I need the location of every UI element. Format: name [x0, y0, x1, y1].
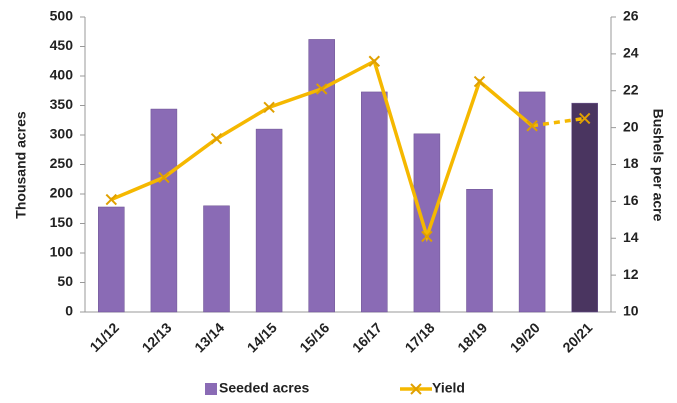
marker — [263, 101, 275, 114]
y-tick-label: 300 — [50, 126, 74, 142]
x-tick-label: 17/18 — [402, 319, 438, 355]
x-tick-label: 16/17 — [349, 319, 385, 355]
marker — [473, 75, 486, 88]
bar — [255, 128, 283, 313]
marker — [578, 112, 591, 125]
y2-tick-label: 14 — [623, 229, 639, 245]
marker — [158, 171, 170, 184]
y-axis-label: Thousand acres — [13, 111, 29, 219]
x-tick-label: 20/21 — [559, 319, 595, 355]
y2-tick-label: 22 — [623, 81, 639, 97]
legend-swatch — [205, 383, 217, 395]
x-tick-label: 12/13 — [139, 319, 175, 355]
y-tick-label: 500 — [50, 8, 74, 24]
y-tick-label: 50 — [57, 273, 73, 289]
marker — [210, 132, 223, 145]
marker — [421, 230, 433, 243]
y-tick-label: 100 — [50, 244, 74, 260]
x-tick-label: 19/20 — [507, 319, 543, 355]
bar — [571, 102, 598, 313]
x-tick-label: 18/19 — [454, 319, 490, 355]
bar — [203, 205, 230, 313]
bar — [361, 91, 388, 313]
y2-tick-label: 16 — [623, 192, 639, 208]
legend-label: Seeded acres — [219, 380, 309, 396]
legend-marker — [410, 383, 422, 395]
y2-tick-label: 12 — [623, 266, 639, 282]
marker — [368, 55, 381, 67]
y2-tick-label: 18 — [623, 155, 639, 171]
line-forecast — [531, 116, 585, 128]
y2-tick-label: 10 — [623, 303, 639, 319]
bar — [518, 91, 546, 313]
bar — [466, 189, 493, 313]
marker — [526, 120, 538, 132]
bar — [150, 108, 178, 313]
y2-tick-label: 24 — [623, 45, 639, 61]
y2-tick-label: 26 — [623, 8, 639, 24]
x-tick-label: 15/16 — [296, 319, 332, 355]
legend-label: Yield — [432, 380, 465, 396]
marker — [315, 83, 328, 95]
y-tick-label: 400 — [50, 67, 74, 83]
bar — [98, 206, 125, 313]
x-tick-label: 14/15 — [244, 319, 280, 355]
x-tick-label: 13/14 — [191, 319, 227, 355]
bar — [308, 39, 335, 313]
y2-tick-label: 20 — [623, 118, 639, 134]
y-tick-label: 350 — [50, 96, 74, 112]
y-tick-label: 0 — [65, 303, 73, 319]
y2-axis-label: Bushels per acre — [650, 109, 666, 222]
x-tick-label: 11/12 — [86, 319, 122, 355]
marker — [105, 193, 118, 206]
y-tick-label: 200 — [50, 185, 74, 201]
bar — [413, 133, 441, 313]
y-tick-label: 150 — [50, 214, 74, 230]
y-tick-label: 250 — [50, 155, 74, 171]
y-tick-label: 450 — [50, 37, 74, 53]
